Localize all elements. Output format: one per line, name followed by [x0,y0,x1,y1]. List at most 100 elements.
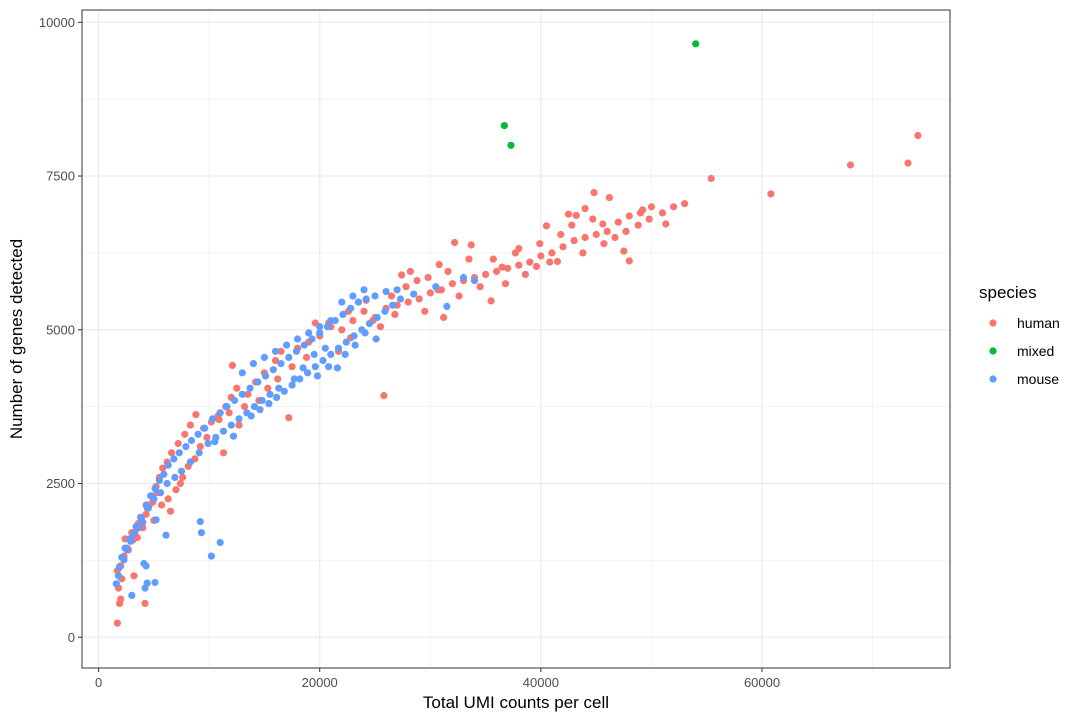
data-point-human [625,212,633,220]
data-point-mouse [223,403,231,411]
data-point-human [553,257,562,266]
data-point-human [592,230,600,239]
data-point-human [424,273,432,282]
data-point-human [388,292,396,300]
x-tick-label: 20000 [302,675,338,690]
data-point-mouse [372,335,380,343]
data-point-human [113,619,121,627]
data-point-human [398,271,406,279]
y-tick-label: 0 [68,630,75,645]
legend-key-human [989,319,997,327]
data-point-human [117,595,125,603]
data-point-mouse [142,562,150,570]
data-point-human [599,220,607,228]
data-point-mouse [341,350,349,358]
data-point-mouse [262,372,270,380]
data-point-mouse [334,344,343,352]
data-point-mouse [238,390,246,398]
data-point-mouse [271,347,280,355]
data-point-mouse [143,579,151,587]
data-point-mixed [500,122,508,130]
data-point-mouse [288,381,296,389]
data-point-human [493,267,501,275]
data-point-mouse [273,393,281,401]
data-point-mouse [175,449,183,457]
data-point-mouse [186,458,194,466]
data-point-mouse [137,513,145,521]
data-point-human [647,203,656,211]
y-tick-label: 2500 [46,476,75,491]
data-point-human [164,495,172,503]
data-points [112,40,922,627]
data-point-mouse [319,356,327,365]
data-point-human [482,270,490,278]
data-point-human [611,233,619,242]
data-point-mouse [130,530,138,538]
data-point-mouse [116,563,124,571]
data-point-mouse [254,378,262,386]
data-point-mouse [283,341,291,349]
data-point-human [681,200,689,208]
data-point-mouse [277,360,285,368]
data-point-mouse [360,286,368,294]
data-point-human [391,310,399,318]
data-point-mouse [118,553,126,561]
data-point-human [476,283,484,291]
legend-label-human: human [1017,315,1060,331]
data-point-human [448,280,456,288]
data-point-mouse [194,430,202,438]
data-point-mouse [382,288,390,296]
data-point-mouse [349,292,357,300]
data-point-mouse [459,273,468,282]
data-point-mouse [362,295,370,303]
data-point-human [196,443,204,451]
x-tick-label: 0 [95,675,102,690]
data-point-human [568,221,576,229]
data-point-human [904,159,912,167]
data-point-human [240,403,249,411]
data-point-mouse [229,432,238,440]
data-point-mouse [285,353,293,361]
data-point-human [846,161,855,169]
data-point-mouse [308,335,316,343]
data-point-mouse [197,529,205,537]
y-tick-label: 7500 [46,169,75,184]
data-point-mouse [195,449,203,457]
data-point-human [228,361,236,369]
data-point-human [572,211,580,219]
data-point-human [570,237,578,245]
data-point-human [225,409,233,417]
data-point-mouse [201,424,209,432]
data-point-human [511,249,519,257]
data-point-human [521,270,530,278]
data-point-mouse [381,307,389,315]
data-point-mouse [300,341,308,349]
data-point-mouse [304,369,312,377]
data-point-mouse [162,531,170,539]
data-point-human [536,240,544,248]
data-point-human [914,131,922,140]
data-point-mouse [280,387,288,395]
data-point-mouse [128,591,136,600]
data-point-human [426,289,434,297]
data-point-mouse [196,518,204,526]
data-point-human [203,433,211,441]
data-point-mouse [256,406,264,414]
data-point-human [451,238,459,247]
data-point-human [421,307,429,315]
data-point-human [192,411,200,419]
data-point-mouse [112,580,120,588]
data-point-human [172,486,180,494]
data-point-human [564,210,573,218]
data-point-human [435,261,443,269]
data-point-human [159,464,167,472]
panel-border [81,9,951,669]
data-point-mouse [316,329,324,337]
data-point-human [542,222,551,230]
data-point-mouse [156,489,165,497]
data-point-human [504,264,512,272]
data-point-mouse [393,286,401,294]
data-point-human [179,473,187,481]
data-point-human [658,209,667,217]
data-point-mouse [121,544,129,552]
